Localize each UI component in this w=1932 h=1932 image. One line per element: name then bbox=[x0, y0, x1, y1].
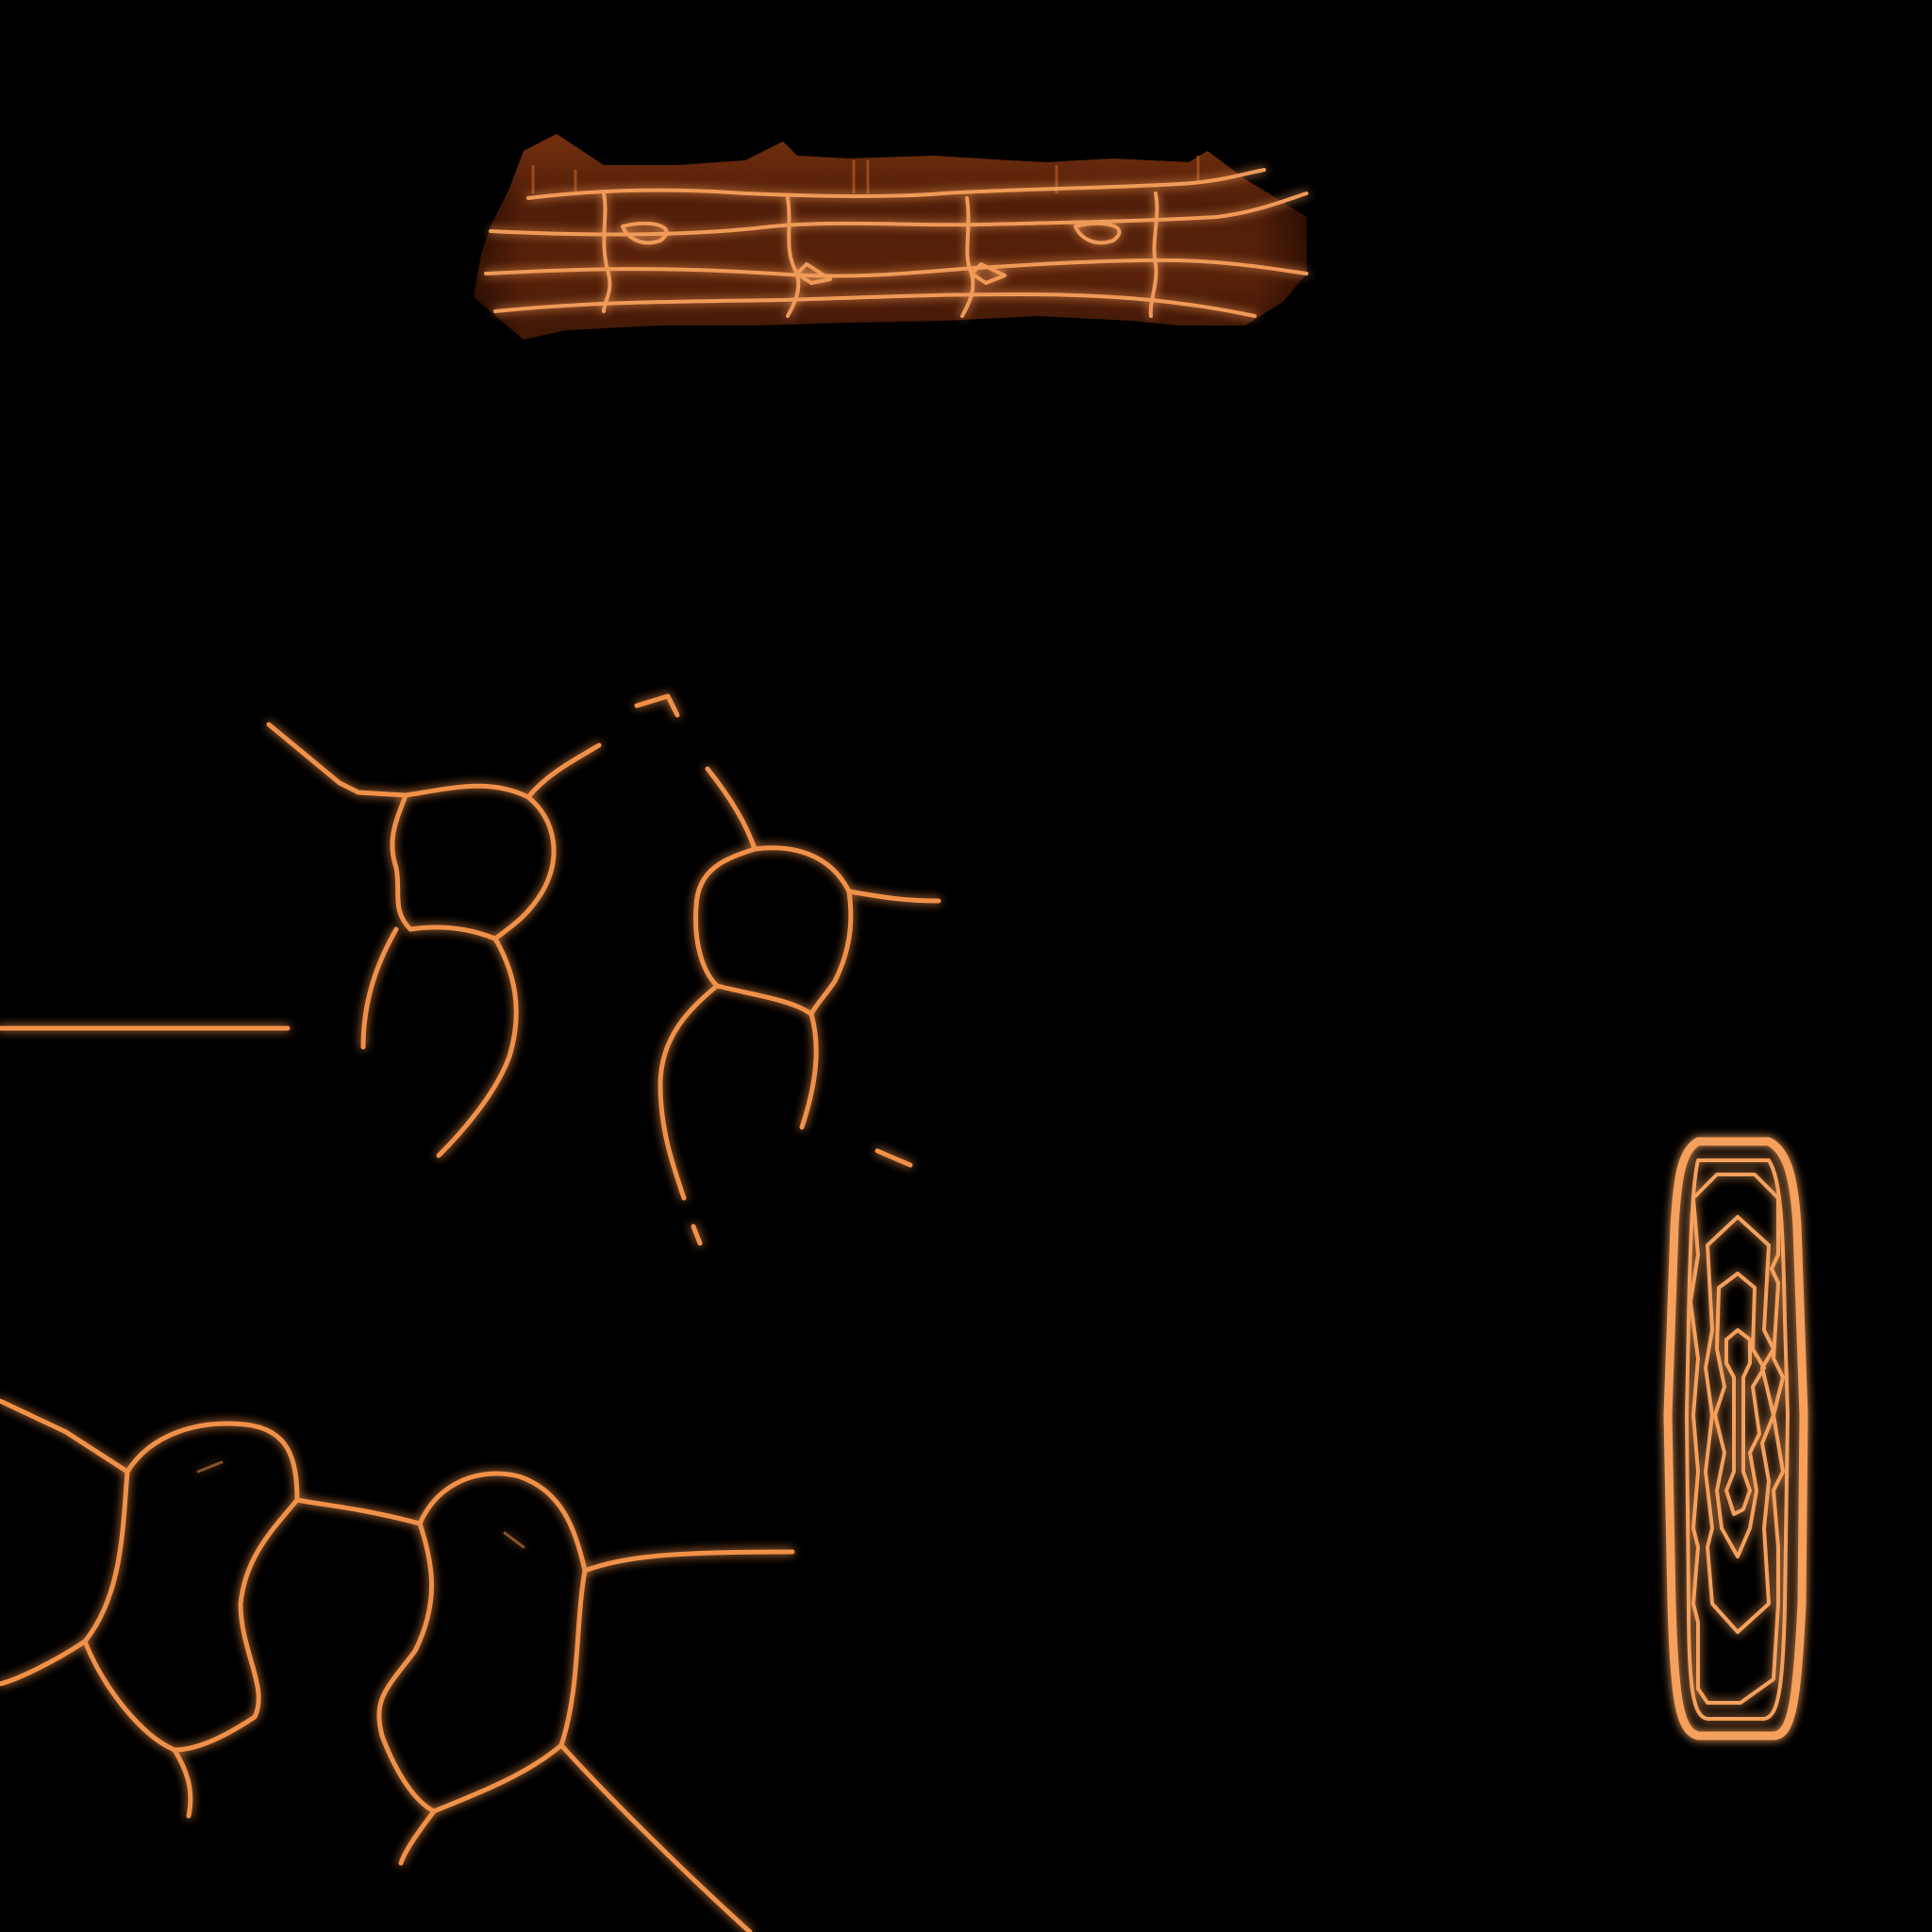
cell-vein bbox=[0, 1398, 130, 1474]
capsule-contour bbox=[1704, 1215, 1775, 1634]
cell-vein bbox=[525, 742, 602, 800]
cell-vein bbox=[634, 693, 680, 718]
cell-vein bbox=[846, 889, 941, 904]
cell-vein bbox=[752, 845, 852, 894]
cell-network-lower-island bbox=[0, 1398, 795, 1932]
cell-vein bbox=[82, 1469, 130, 1644]
cell-vein bbox=[799, 1011, 819, 1130]
horizontal-band-island bbox=[474, 134, 1308, 340]
cell-vein bbox=[558, 1742, 753, 1932]
cell-vein bbox=[376, 1521, 437, 1814]
cell-vein bbox=[558, 1568, 588, 1748]
capsule-contour bbox=[1724, 1328, 1752, 1516]
cell-vein bbox=[874, 1148, 913, 1168]
cell-vein bbox=[294, 1497, 423, 1526]
cell-vein bbox=[0, 1639, 88, 1687]
band-veins bbox=[484, 168, 1308, 318]
cell-vein bbox=[196, 1460, 224, 1474]
cell-vein bbox=[360, 926, 399, 1050]
cell-vein bbox=[503, 1531, 525, 1549]
cell-vein bbox=[714, 983, 814, 1017]
band-streaks bbox=[531, 156, 1200, 193]
cell-network-upper-island bbox=[0, 693, 941, 1246]
cell-vein bbox=[266, 722, 408, 798]
cell-vein bbox=[658, 983, 720, 1201]
capsule-contour bbox=[1685, 1158, 1790, 1721]
cell-vein bbox=[417, 1471, 588, 1574]
capsule-contour-island bbox=[1663, 1137, 1808, 1740]
capsule-outline bbox=[1663, 1137, 1808, 1740]
capsule-contour bbox=[1689, 1173, 1785, 1705]
cell-vein bbox=[808, 889, 854, 1017]
cell-vein bbox=[125, 1421, 300, 1503]
cell-vein bbox=[436, 936, 519, 1158]
cell-vein bbox=[82, 1639, 177, 1753]
cell-vein bbox=[403, 783, 557, 941]
cell-vein bbox=[390, 792, 413, 932]
cell-vein bbox=[172, 1747, 193, 1819]
cell-vein bbox=[431, 1742, 564, 1814]
cell-vein bbox=[172, 1714, 258, 1753]
cell-vein bbox=[398, 1808, 437, 1866]
cell-vein bbox=[408, 924, 498, 941]
cell-vein bbox=[238, 1497, 300, 1720]
capsule-contour bbox=[1713, 1272, 1766, 1558]
cell-vein bbox=[691, 1224, 703, 1246]
cell-vein bbox=[582, 1549, 795, 1574]
cell-vein bbox=[705, 766, 758, 852]
cell-vein bbox=[692, 846, 758, 989]
